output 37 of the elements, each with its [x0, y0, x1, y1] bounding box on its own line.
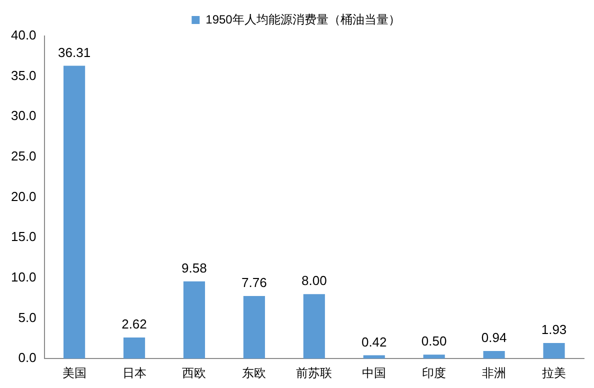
text: 9.58 [182, 260, 207, 276]
y-tick-label: 20.0 [10, 188, 36, 204]
x-tick-label: 中国 [362, 366, 386, 380]
text: 0.42 [361, 334, 387, 350]
bar [483, 351, 505, 359]
y-tick-label: 25.0 [10, 148, 36, 164]
y-tick-label: 15.0 [10, 229, 36, 244]
x-tick-label: 非洲 [482, 366, 506, 380]
bar [423, 354, 445, 359]
y-tick-label: 30.0 [10, 108, 36, 124]
bar [303, 294, 325, 359]
bar [543, 343, 565, 359]
legend-label: 1950年人均能源消费量（桶油当量） [206, 12, 400, 26]
text: 36.31 [58, 44, 91, 60]
x-tick-label: 前苏联 [296, 366, 332, 380]
y-tick-label: 40.0 [10, 28, 36, 43]
y-tick-label: 0.0 [18, 350, 36, 366]
x-tick-label: 东欧 [242, 366, 266, 380]
bar [183, 281, 206, 359]
bar [63, 66, 86, 359]
x-tick-label: 美国 [62, 366, 86, 380]
text: 7.76 [242, 275, 267, 290]
x-tick-label: 拉美 [542, 366, 566, 380]
text: 0.50 [421, 334, 447, 349]
bar [123, 337, 146, 359]
y-tick-label: 35.0 [10, 68, 36, 83]
text: 1.93 [541, 322, 567, 338]
bar [243, 296, 265, 359]
x-tick-label: 日本 [122, 366, 146, 380]
x-tick-label: 西欧 [182, 366, 206, 380]
text: 0.94 [481, 330, 507, 346]
x-tick-label: 印度 [422, 366, 446, 380]
y-tick-label: 10.0 [10, 270, 36, 285]
y-tick-label: 5.0 [18, 310, 36, 325]
text: 2.62 [122, 316, 147, 332]
text: 8.00 [301, 273, 327, 288]
bar [363, 355, 385, 359]
